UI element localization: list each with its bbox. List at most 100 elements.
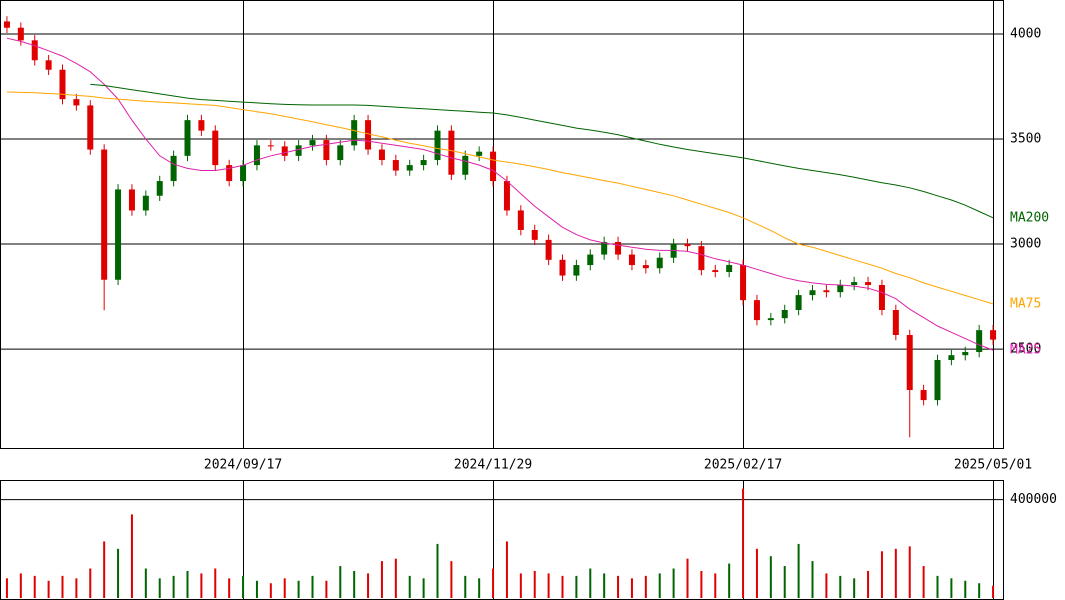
volume-bar [339, 566, 342, 598]
candle-body [615, 241, 622, 255]
candle-body [365, 120, 372, 150]
volume-bar [214, 568, 217, 598]
volume-bar [853, 578, 856, 598]
candle-body [740, 265, 747, 301]
price-frame [0, 0, 1004, 449]
candle-body [420, 160, 427, 166]
volume-bar [658, 573, 661, 598]
volume-bar [367, 573, 370, 598]
volume-bar [755, 548, 758, 598]
x-tick-label: 2024/09/17 [204, 458, 282, 473]
volume-bar [533, 570, 536, 598]
volume-bar [269, 583, 272, 598]
candle-body [892, 310, 899, 336]
candle-body [962, 352, 969, 356]
candle-body [948, 355, 955, 360]
candle-body [656, 257, 663, 269]
volume-bar [311, 575, 314, 598]
candle-body [795, 295, 802, 311]
volume-bar [742, 488, 745, 598]
candle-body [698, 246, 705, 271]
candle-body [337, 145, 344, 161]
x-tick-label: 2024/11/29 [454, 458, 532, 473]
candle-body [267, 145, 274, 147]
volume-bar [130, 514, 133, 598]
volume-bar [922, 566, 925, 598]
volume-frame [0, 480, 1004, 600]
candle-body [378, 149, 385, 161]
candle-body [851, 282, 858, 286]
volume-bar [408, 575, 411, 598]
candle-body [628, 254, 635, 266]
candle-body [198, 120, 205, 131]
volume-bar [117, 548, 120, 598]
volume-bar [478, 578, 481, 598]
candle-body [920, 390, 927, 401]
y-tick-label: 4000 [1010, 27, 1041, 42]
y-tick-label: 3000 [1010, 237, 1041, 252]
candle-body [809, 290, 816, 296]
candle-body [309, 140, 316, 146]
candle-body [517, 210, 524, 230]
candle-body [434, 130, 441, 161]
candle-body [323, 140, 330, 161]
candle-body [462, 155, 469, 175]
moving-average-line [90, 83, 994, 219]
candle-body [531, 229, 538, 240]
candle-body [45, 60, 52, 70]
candle-body [448, 130, 455, 175]
candle-body [490, 151, 497, 182]
volume-bar [992, 585, 995, 598]
volume-bar [186, 570, 189, 598]
volume-bar [464, 575, 467, 598]
volume-bar [33, 575, 36, 598]
volume-bar [61, 575, 64, 598]
candle-body [573, 265, 580, 276]
volume-bar [103, 541, 106, 598]
volume-bar [617, 575, 620, 598]
volume-bar [283, 578, 286, 598]
candle-body [906, 335, 913, 391]
volume-bar [172, 575, 175, 598]
candle-body [767, 318, 774, 321]
volume-bar [158, 578, 161, 598]
volume-bar [492, 568, 495, 598]
volume-bar [714, 573, 717, 598]
volume-bar [728, 563, 731, 598]
candle-body [878, 285, 885, 311]
candle-body [865, 282, 872, 286]
volume-bar [950, 578, 953, 598]
candle-body [601, 241, 608, 255]
volume-bar [242, 575, 245, 598]
volume-bar [436, 543, 439, 598]
volume-bar [144, 568, 147, 598]
y-tick-label: 2500 [1010, 342, 1041, 357]
candle-body [545, 239, 552, 260]
volume-bar [228, 578, 231, 598]
volume-bar [825, 573, 828, 598]
candle-body [392, 160, 399, 171]
y-tick-label: 3500 [1010, 132, 1041, 147]
candle-body [503, 181, 510, 211]
volume-bar [561, 575, 564, 598]
volume-bar [75, 578, 78, 598]
volume-bar [200, 573, 203, 598]
candle-body [726, 265, 733, 272]
candle-body [73, 99, 80, 106]
volume-bar [353, 570, 356, 598]
candle-body [17, 27, 24, 41]
candle-body [781, 310, 788, 319]
candle-body [990, 330, 997, 340]
candle-body [406, 165, 413, 171]
series-label: MA75 [1010, 296, 1041, 311]
volume-bar [394, 558, 397, 598]
candle-body [753, 300, 760, 321]
x-tick-label: 2025/02/17 [704, 458, 782, 473]
volume-bar [978, 583, 981, 598]
candle-body [240, 165, 247, 182]
volume-bar [297, 580, 300, 598]
volume-bar [964, 580, 967, 598]
volume-bar [630, 578, 633, 598]
volume-bar [894, 548, 897, 598]
